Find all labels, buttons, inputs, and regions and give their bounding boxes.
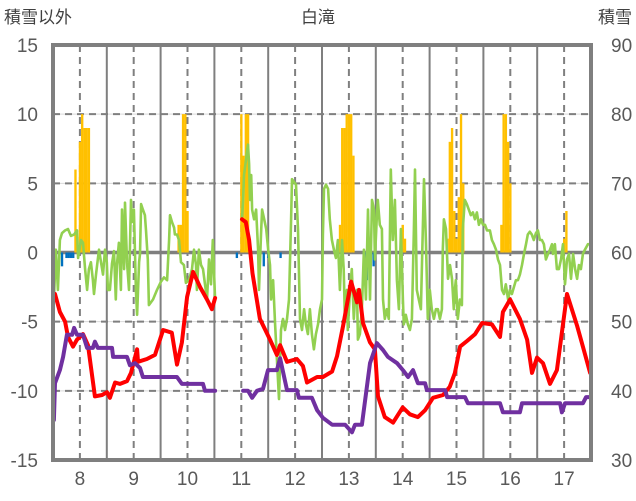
bar-series-0 xyxy=(81,114,84,253)
y-right-tick-label: 50 xyxy=(611,313,632,334)
bar-series-0 xyxy=(504,114,508,253)
x-tick-label: 9 xyxy=(128,469,139,490)
bar-series-0 xyxy=(500,224,503,253)
bar-series-0 xyxy=(343,128,346,253)
y-left-tick-label: -15 xyxy=(11,451,38,472)
bar-series-1 xyxy=(67,252,70,259)
bar-series-0 xyxy=(448,141,452,253)
y-right-tick-label: 90 xyxy=(611,36,632,57)
bar-series-0 xyxy=(179,224,183,253)
right-axis-title: 積雪 xyxy=(598,8,632,28)
x-tick-label: 12 xyxy=(285,469,306,490)
y-left-tick-label: 15 xyxy=(17,36,38,57)
x-tick-label: 8 xyxy=(75,469,86,490)
bar-series-0 xyxy=(352,155,355,253)
x-tick-label: 16 xyxy=(500,469,521,490)
chart-title: 白滝 xyxy=(301,8,335,28)
bar-series-0 xyxy=(78,141,82,253)
x-tick-label: 17 xyxy=(554,469,575,490)
y-left-tick-label: -10 xyxy=(11,382,38,403)
tick-labels: -15 -10 -5 0 5 10 15 30 40 50 60 70 80 90 8 9 10 11 12 13 14… xyxy=(11,36,633,490)
bar-series-0 xyxy=(85,128,88,253)
y-right-tick-label: 60 xyxy=(611,244,632,265)
bar-series-0 xyxy=(502,114,505,253)
y-left-tick-label: -5 xyxy=(21,313,38,334)
line-series-0 xyxy=(52,143,592,401)
bar-series-0 xyxy=(345,114,348,253)
plot-border xyxy=(51,43,593,462)
bar-series-0 xyxy=(403,238,407,253)
bar-series-0 xyxy=(350,114,353,253)
bar-series-0 xyxy=(83,128,86,253)
bar-series-1 xyxy=(235,252,239,259)
left-axis-title: 積雪以外 xyxy=(4,8,72,28)
bar-series-1 xyxy=(69,252,73,259)
bars-layer xyxy=(60,114,568,281)
bar-series-0 xyxy=(181,114,185,253)
bar-series-0 xyxy=(184,114,187,253)
bar-series-0 xyxy=(450,128,454,253)
y-left-tick-label: 10 xyxy=(17,105,38,126)
x-tick-label: 11 xyxy=(231,469,251,490)
bar-series-0 xyxy=(186,211,189,253)
y-right-tick-label: 70 xyxy=(611,174,632,195)
bar-series-0 xyxy=(74,169,77,253)
bar-series-0 xyxy=(509,183,512,253)
line-series-1 xyxy=(53,217,593,425)
bar-series-0 xyxy=(338,224,342,253)
bar-series-0 xyxy=(341,128,344,253)
bar-series-0 xyxy=(240,114,243,253)
bar-series-0 xyxy=(457,197,460,253)
bar-series-0 xyxy=(506,141,510,253)
y-right-tick-label: 40 xyxy=(611,382,632,403)
bar-series-0 xyxy=(246,114,250,253)
y-left-tick-label: 0 xyxy=(27,244,38,265)
x-tick-label: 14 xyxy=(392,469,414,490)
bar-series-1 xyxy=(72,252,75,259)
bar-series-0 xyxy=(455,238,458,253)
line-series-2 xyxy=(51,325,593,435)
y-right-tick-label: 30 xyxy=(611,451,632,472)
bar-series-0 xyxy=(565,211,568,253)
bar-series-1 xyxy=(262,252,265,267)
bar-series-1 xyxy=(65,252,68,259)
bar-series-0 xyxy=(453,211,456,253)
y-right-tick-label: 80 xyxy=(611,105,632,126)
x-tick-label: 15 xyxy=(446,469,467,490)
plot-frame xyxy=(51,43,593,462)
bar-series-1 xyxy=(60,252,64,267)
y-left-tick-label: 5 xyxy=(27,174,38,195)
bar-series-0 xyxy=(459,114,463,253)
bar-series-0 xyxy=(244,114,248,253)
bar-series-0 xyxy=(401,224,404,253)
bar-series-0 xyxy=(87,128,91,253)
lines-layer xyxy=(51,143,593,435)
bar-series-0 xyxy=(347,114,351,253)
bar-series-1 xyxy=(279,252,282,259)
x-tick-label: 10 xyxy=(177,469,198,490)
x-tick-label: 13 xyxy=(338,469,359,490)
